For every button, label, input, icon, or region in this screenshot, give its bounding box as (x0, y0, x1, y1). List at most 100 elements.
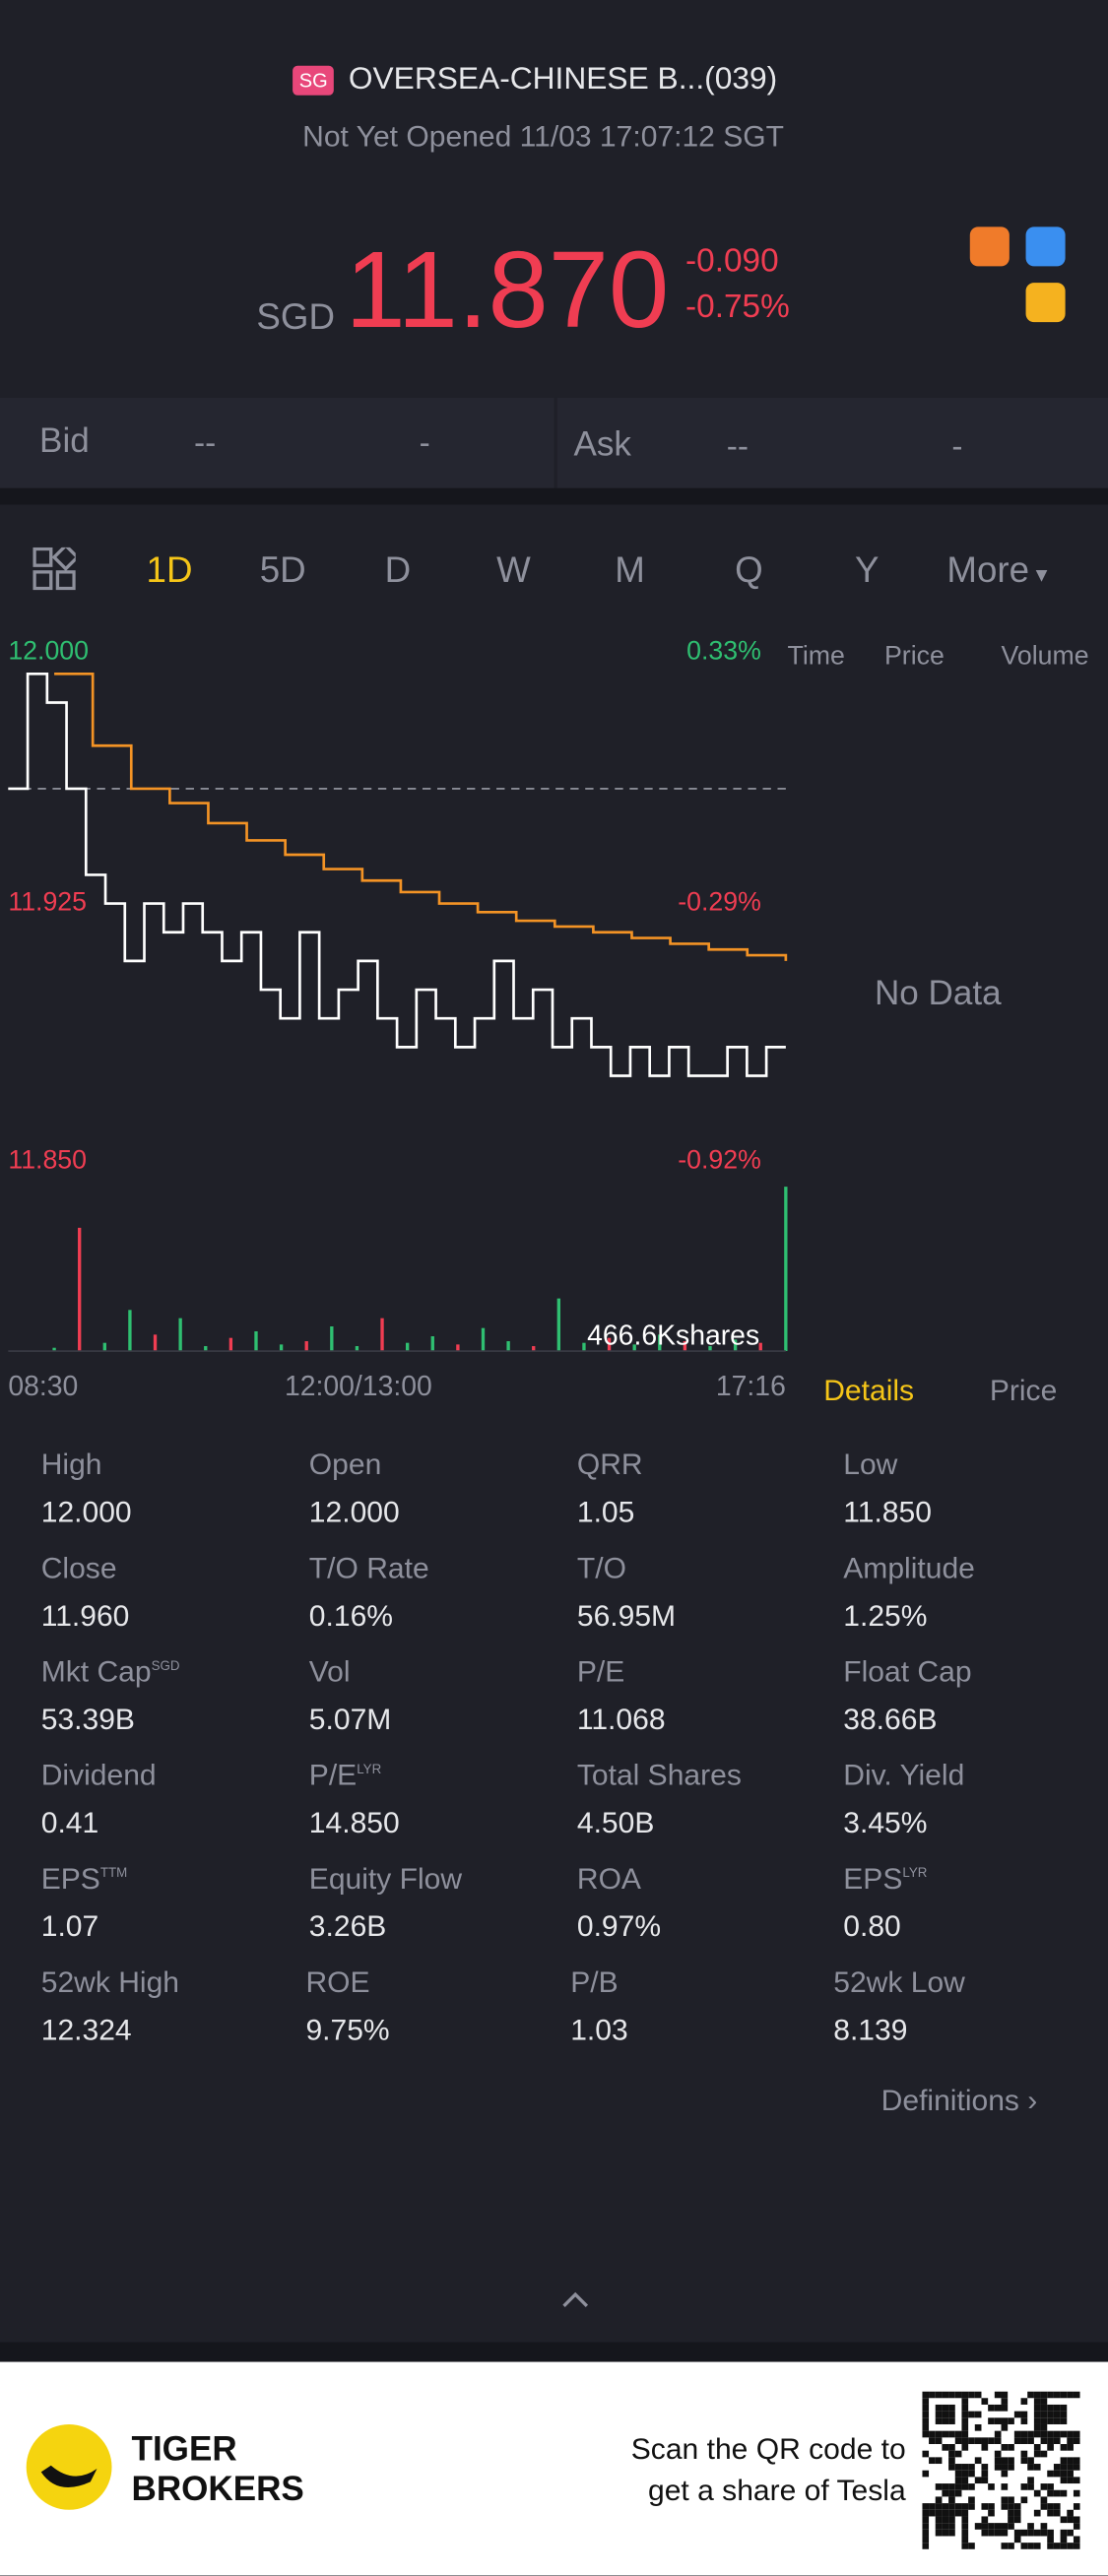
qr-cell (1013, 2437, 1021, 2445)
qr-cell (974, 2411, 982, 2418)
qr-cell (1060, 2477, 1068, 2484)
stat-label: P/E (576, 1654, 625, 1689)
tab[interactable]: 1D (146, 548, 193, 591)
tab[interactable]: More ▾ (946, 548, 1048, 591)
qr-cell (948, 2509, 955, 2517)
qr-cell (1001, 2398, 1009, 2405)
qr-cell (968, 2470, 975, 2478)
qr-cell (1073, 2477, 1080, 2484)
qr-cell (954, 2489, 962, 2497)
qr-cell (935, 2417, 943, 2424)
volume-bar (102, 1342, 106, 1352)
tab[interactable]: 5D (259, 548, 306, 591)
layout-icon[interactable] (33, 547, 76, 591)
stat-label: EPSTTM (40, 1862, 128, 1896)
qr-cell (988, 2417, 995, 2424)
qr-cell (922, 2411, 930, 2418)
qr-cell (968, 2464, 975, 2471)
qr-cell (968, 2496, 975, 2504)
status: Not Yet Opened 11/03 17:07:12 SGT (302, 119, 784, 154)
qr-cell (1001, 2543, 1009, 2549)
qr-cell (1047, 2503, 1054, 2510)
col-header: Volume (1001, 642, 1089, 672)
volume-bar (380, 1318, 384, 1352)
qr-cell (1053, 2509, 1061, 2517)
qr-cell (1060, 2430, 1068, 2438)
stock-name[interactable]: OVERSEA-CHINESE B...(039) (348, 62, 778, 97)
brand: BROKERS (131, 2470, 304, 2509)
qr-cell (1040, 2450, 1048, 2458)
qr-cell (968, 2391, 975, 2399)
stat-label: Float Cap (843, 1654, 972, 1689)
qr-cell (1040, 2398, 1048, 2405)
qr-cell (1060, 2404, 1068, 2412)
qr-cell (1053, 2543, 1061, 2549)
qr-cell (1053, 2503, 1061, 2510)
icon[interactable] (1025, 283, 1066, 323)
tab[interactable]: Q (735, 548, 763, 591)
qr-cell (1020, 2529, 1028, 2537)
qr-cell (1067, 2437, 1074, 2445)
collapse-arrow[interactable] (559, 2287, 592, 2310)
stat-sup: LYR (902, 1865, 928, 1881)
tab[interactable]: D (384, 548, 412, 591)
definitions-link[interactable]: Definitions › (880, 2084, 1038, 2117)
qr-cell (1013, 2411, 1021, 2418)
qr-cell (922, 2450, 930, 2458)
qr-cell (935, 2391, 943, 2399)
caret: ▾ (1029, 560, 1048, 587)
qr-cell (954, 2470, 962, 2478)
panel-tab[interactable]: Details (823, 1374, 915, 1407)
price-line (8, 673, 786, 1077)
tab[interactable]: M (615, 548, 645, 591)
qr-cell (961, 2437, 969, 2445)
stat-label: Mkt CapSGD (40, 1654, 180, 1689)
qr-cell (1047, 2536, 1054, 2544)
stat-sup: LYR (357, 1762, 382, 1777)
panel-tab[interactable]: Price (989, 1374, 1058, 1407)
stat-value: 1.07 (40, 1909, 99, 1943)
qr-cell (994, 2391, 1002, 2399)
bid-label: Bid (39, 421, 90, 461)
tab[interactable]: Y (854, 548, 880, 591)
icon[interactable] (969, 226, 1010, 267)
qr-cell (948, 2411, 955, 2418)
qr-cell (961, 2503, 969, 2510)
stat-value: 1.03 (570, 2013, 628, 2047)
stat-label: Close (40, 1551, 117, 1585)
qr-cell (942, 2444, 949, 2451)
qr-cell (1060, 2470, 1068, 2478)
qr-cell (922, 2391, 930, 2399)
qr-cell (954, 2437, 962, 2445)
volume-bar (204, 1346, 208, 1352)
icon[interactable] (1025, 226, 1066, 267)
qr-cell (1027, 2529, 1034, 2537)
stat-value: 11.850 (843, 1495, 932, 1529)
qr-cell (922, 2398, 930, 2405)
qr-cell (981, 2529, 989, 2537)
qr-cell (961, 2430, 969, 2438)
tab[interactable]: W (496, 548, 531, 591)
qr-cell (1073, 2489, 1080, 2497)
volume-bar (784, 1187, 788, 1352)
qr-cell (942, 2404, 949, 2412)
qr-cell (988, 2437, 995, 2445)
stat-value: 4.50B (576, 1806, 655, 1839)
qr-cell (1001, 2444, 1009, 2451)
pct-label: -0.29% (678, 887, 761, 917)
qr-cell (981, 2464, 989, 2471)
qr-cell (942, 2411, 949, 2418)
volume-bar (658, 1334, 662, 1352)
qr-cell (1060, 2464, 1068, 2471)
qr-cell (1060, 2417, 1068, 2424)
qr-cell (1040, 2483, 1048, 2490)
qr-cell (961, 2444, 969, 2451)
stat-value: 3.26B (308, 1909, 387, 1943)
qr-cell (935, 2523, 943, 2530)
qr-cell (922, 2536, 930, 2544)
definitions[interactable]: Definitions (880, 2084, 1019, 2117)
qr-cell (1053, 2391, 1061, 2399)
no-data: No Data (874, 974, 1002, 1013)
qr-cell (994, 2523, 1002, 2530)
intraday-chart: 12.000 11.925 11.850 0.33% -0.29% -0.92% 466.6… (8, 635, 788, 1402)
